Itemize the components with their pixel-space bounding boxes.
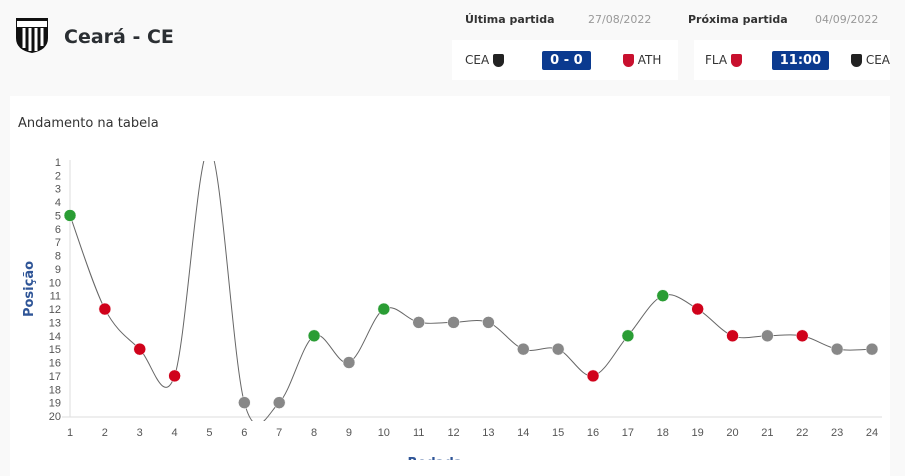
y-tick-label: 6 — [55, 224, 61, 236]
y-tick-label: 16 — [49, 358, 61, 370]
x-tick-label: 11 — [413, 427, 424, 439]
data-point-win[interactable] — [377, 302, 391, 316]
x-tick-label: 6 — [241, 427, 247, 439]
ceara-crest-icon — [851, 53, 862, 67]
x-tick-label: 22 — [796, 427, 808, 439]
team-title: Ceará - CE — [64, 26, 174, 48]
x-tick-label: 9 — [346, 427, 352, 439]
data-point-draw[interactable] — [412, 316, 425, 329]
data-point-loss[interactable] — [691, 302, 704, 316]
next-match-date: 04/09/2022 — [815, 13, 879, 26]
data-point-draw[interactable] — [517, 342, 530, 356]
x-tick-label: 3 — [137, 427, 143, 439]
y-tick-label: 18 — [49, 384, 61, 396]
last-match-date: 27/08/2022 — [588, 13, 652, 26]
x-tick-label: 23 — [831, 427, 843, 439]
y-tick-label: 12 — [49, 304, 61, 316]
data-point-loss[interactable] — [586, 369, 600, 383]
y-tick-label: 19 — [49, 398, 61, 410]
y-tick-label: 13 — [49, 317, 61, 329]
last-match-card[interactable]: CEA 0 - 0 ATH — [452, 40, 678, 80]
y-tick-label: 1 — [55, 157, 61, 169]
x-tick-label: 8 — [311, 427, 317, 439]
next-match-card[interactable]: FLA 11:00 CEA — [694, 40, 890, 80]
x-tick-label: 15 — [552, 427, 564, 439]
last-home-team: CEA — [465, 53, 490, 67]
chart-title: Andamento na tabela — [18, 116, 159, 131]
y-tick-label: 11 — [50, 291, 61, 303]
data-point-draw[interactable] — [761, 329, 774, 343]
x-tick-label: 14 — [517, 427, 529, 439]
x-tick-label: 17 — [622, 427, 634, 439]
next-time: 11:00 — [771, 50, 830, 70]
data-point-draw[interactable] — [865, 342, 879, 356]
y-tick-label: 8 — [55, 251, 61, 263]
data-point-loss[interactable] — [726, 329, 739, 343]
athletico-crest-icon — [622, 53, 634, 67]
data-point-win[interactable] — [307, 329, 321, 343]
x-tick-label: 19 — [692, 427, 704, 439]
x-axis-title: Rodada — [407, 456, 462, 460]
y-tick-label: 2 — [55, 170, 61, 182]
data-point-win[interactable] — [621, 329, 635, 343]
ceara-crest-icon — [493, 53, 505, 67]
data-point-win[interactable] — [63, 209, 77, 222]
data-point-draw[interactable] — [272, 396, 286, 409]
next-home-team: FLA — [705, 53, 728, 67]
x-tick-label: 5 — [206, 427, 212, 439]
y-tick-label: 14 — [49, 331, 61, 343]
data-point-draw[interactable] — [551, 342, 565, 356]
next-match-label: Próxima partida — [688, 13, 788, 26]
y-tick-label: 20 — [49, 411, 61, 423]
x-tick-label: 4 — [172, 427, 178, 439]
y-tick-label: 9 — [55, 264, 61, 276]
x-tick-label: 12 — [447, 427, 459, 439]
position-line — [69, 161, 873, 421]
y-tick-label: 5 — [55, 210, 61, 222]
data-point-loss[interactable] — [98, 302, 112, 316]
x-tick-label: 1 — [67, 427, 73, 439]
data-point-draw[interactable] — [482, 316, 495, 329]
ceara-logo — [16, 18, 48, 53]
x-tick-label: 13 — [482, 427, 494, 439]
y-tick-label: 17 — [49, 371, 61, 383]
y-tick-label: 3 — [55, 184, 61, 196]
x-tick-label: 10 — [378, 427, 390, 439]
x-tick-label: 2 — [102, 427, 108, 439]
x-tick-label: 7 — [276, 427, 282, 439]
chart-card — [10, 96, 890, 476]
y-tick-label: 15 — [49, 344, 61, 356]
next-away-team: CEA — [865, 53, 890, 67]
flamengo-crest-icon — [731, 53, 742, 67]
data-point-draw[interactable] — [447, 316, 460, 329]
x-tick-label: 24 — [866, 427, 878, 439]
data-point-win[interactable] — [656, 289, 670, 302]
x-tick-label: 16 — [587, 427, 599, 439]
data-point-draw[interactable] — [342, 356, 356, 369]
data-point-draw[interactable] — [238, 396, 251, 409]
x-tick-label: 21 — [761, 427, 773, 439]
data-point-loss[interactable] — [133, 342, 146, 356]
x-tick-label: 20 — [726, 427, 738, 439]
data-point-loss[interactable] — [168, 369, 181, 383]
y-tick-label: 4 — [55, 197, 61, 209]
last-away-team: ATH — [637, 53, 662, 67]
data-point-loss[interactable] — [796, 329, 809, 343]
last-match-label: Última partida — [465, 13, 555, 26]
last-score: 0 - 0 — [542, 50, 591, 70]
data-point-draw[interactable] — [830, 342, 844, 356]
y-axis-title: Posição — [22, 261, 37, 317]
y-tick-label: 10 — [49, 277, 61, 289]
y-tick-label: 7 — [55, 237, 61, 249]
x-tick-label: 18 — [657, 427, 669, 439]
